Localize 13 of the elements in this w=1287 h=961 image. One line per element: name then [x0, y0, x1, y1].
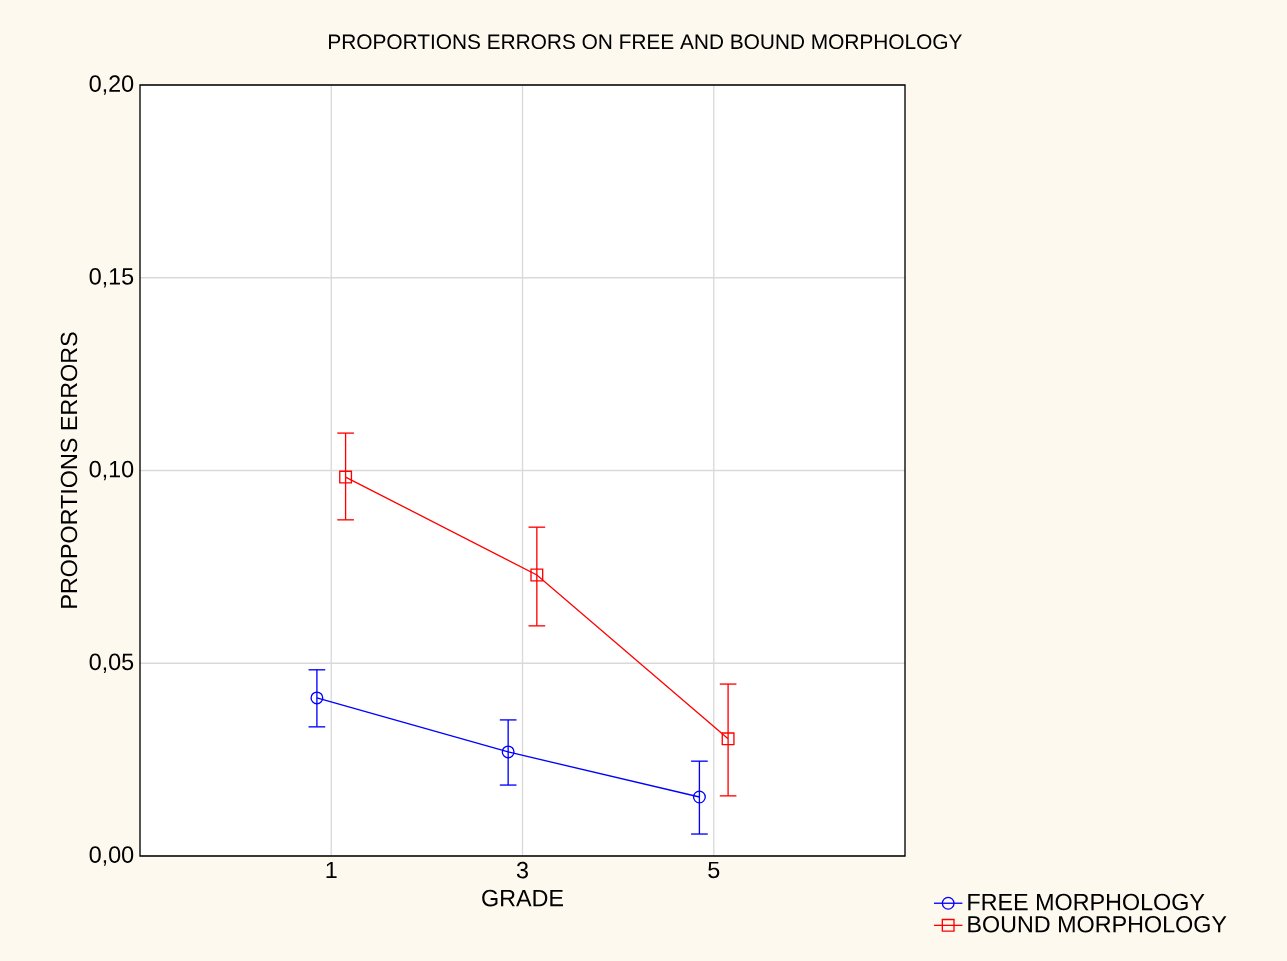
y-axis-title: PROPORTIONS ERRORS: [60, 332, 78, 608]
y-tick-label: 0,00: [89, 846, 134, 866]
legend-label: BOUND MORPHOLOGY: [968, 915, 1227, 933]
legend-label: FREE MORPHOLOGY: [968, 893, 1205, 911]
x-tick-label: 3: [516, 861, 528, 879]
y-tick-label: 0,05: [89, 653, 134, 673]
y-tick-label: 0,10: [89, 460, 134, 481]
x-tick-label: 5: [708, 861, 720, 879]
y-tick-label: 0,15: [89, 268, 134, 288]
chart-title: PROPORTIONS ERRORS ON FREE AND BOUND MORPHOLOGY: [329, 34, 962, 50]
x-axis-title: GRADE: [482, 889, 563, 907]
x-tick-label: 1: [326, 861, 337, 878]
y-tick-label: 0,20: [89, 75, 134, 95]
